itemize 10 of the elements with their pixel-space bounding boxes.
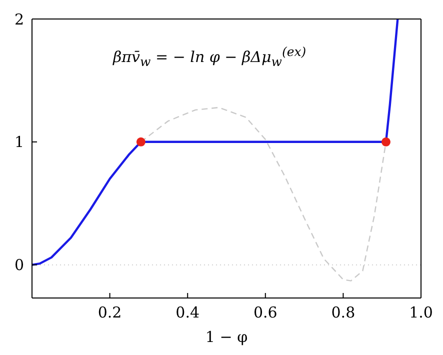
- x-tick-label: 0.4: [176, 304, 200, 322]
- x-tick-label: 1.0: [409, 304, 433, 322]
- y-tick-label: 1: [14, 133, 24, 152]
- y-tick-label: 2: [14, 10, 24, 28]
- line-series: [32, 19, 399, 266]
- x-tick-label: 0.8: [331, 304, 356, 322]
- x-tick-label: 0.6: [253, 304, 278, 322]
- x-axis-title: 1 − φ: [205, 328, 248, 346]
- x-tick-label: 0.2: [98, 304, 122, 322]
- y-tick-label: 0: [14, 256, 24, 274]
